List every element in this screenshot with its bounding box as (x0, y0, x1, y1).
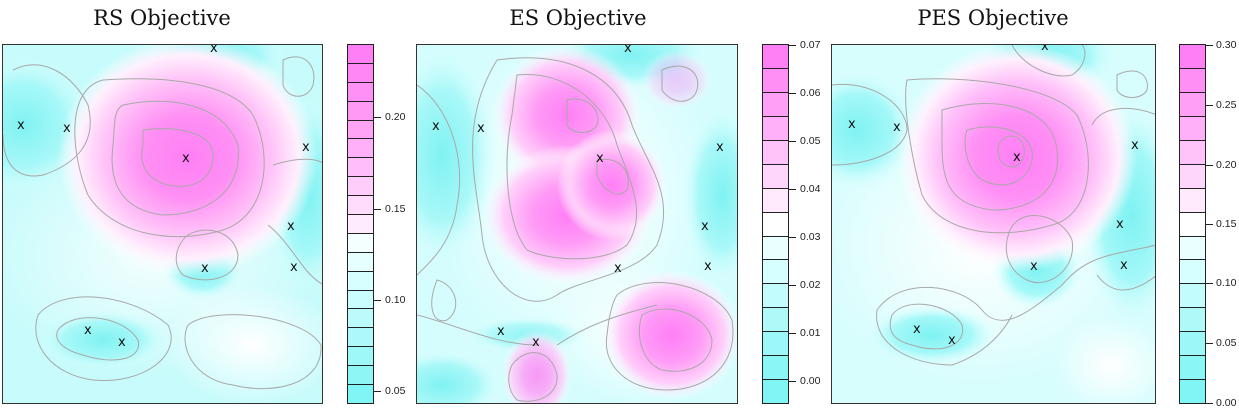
rs-tick (374, 300, 381, 301)
es-tick-label: 0.03 (800, 231, 821, 243)
pes-tick-label: 0.05 (1216, 337, 1237, 349)
pes-tick (1206, 45, 1213, 46)
es-tick (789, 93, 796, 94)
rs-heatmap-svg (3, 45, 322, 403)
marker-x: x (84, 323, 92, 338)
es-tick-label: 0.05 (800, 135, 821, 147)
marker-x: x (704, 259, 712, 274)
pes-heatmap: x x x x x x x x x x (831, 44, 1156, 404)
rs-tick-label: 0.05 (385, 385, 406, 397)
marker-x: x (532, 335, 540, 350)
pes-tick-label: 0.10 (1216, 277, 1237, 289)
marker-x: x (624, 44, 632, 56)
marker-x: x (17, 118, 25, 133)
es-colorbar (762, 44, 789, 404)
rs-tick-label: 0.20 (385, 111, 406, 123)
es-panel: ES Objective (416, 6, 821, 404)
marker-x: x (716, 140, 724, 155)
marker-x: x (1120, 258, 1128, 273)
pes-tick-label: 0.20 (1216, 159, 1237, 171)
marker-x: x (118, 335, 126, 350)
pes-tick-label: 0.30 (1216, 39, 1237, 51)
rs-markers: x x x x x x x x x x (3, 44, 322, 403)
es-tick (789, 45, 796, 46)
marker-x: x (477, 121, 485, 136)
marker-x: x (63, 121, 71, 136)
pes-tick-label: 0.00 (1216, 397, 1237, 409)
rs-tick (374, 391, 381, 392)
rs-panel: RS Objective (0, 0, 410, 408)
rs-tick (374, 209, 381, 210)
es-tick-label: 0.06 (800, 87, 821, 99)
marker-x: x (497, 324, 505, 339)
marker-x: x (1041, 44, 1049, 54)
rs-colorbar (347, 44, 374, 404)
rs-tick-label: 0.10 (385, 294, 406, 306)
es-tick-label: 0.01 (800, 327, 821, 339)
es-markers: x x x x x x x x x x (417, 44, 737, 403)
marker-x: x (210, 44, 218, 56)
marker-x: x (614, 261, 622, 276)
marker-x: x (287, 219, 295, 234)
rs-tick-label: 0.15 (385, 203, 406, 215)
rs-title: RS Objective (93, 6, 231, 30)
es-tick-label: 0.04 (800, 183, 821, 195)
marker-x: x (1013, 150, 1021, 165)
pes-tick-label: 0.25 (1216, 99, 1237, 111)
marker-x: x (893, 120, 901, 135)
es-tick (789, 285, 796, 286)
marker-x: x (848, 117, 856, 132)
marker-x: x (290, 260, 298, 275)
es-tick-label: 0.07 (800, 39, 821, 51)
marker-x: x (432, 119, 440, 134)
es-tick-label: 0.02 (800, 279, 821, 291)
pes-tick-label: 0.15 (1216, 218, 1237, 230)
es-tick-label: 0.00 (800, 375, 821, 387)
es-tick (789, 237, 796, 238)
rs-heatmap: x x x x x x x x x x (2, 44, 323, 404)
es-heatmap-svg (417, 45, 737, 403)
pes-tick (1206, 165, 1213, 166)
pes-markers: x x x x x x x x x x (832, 44, 1155, 403)
marker-x: x (1131, 138, 1139, 153)
pes-tick (1206, 283, 1213, 284)
marker-x: x (596, 151, 604, 166)
rs-tick (374, 117, 381, 118)
marker-x: x (182, 151, 190, 166)
pes-title: PES Objective (917, 6, 1069, 30)
pes-tick (1206, 403, 1213, 404)
marker-x: x (1116, 217, 1124, 232)
es-tick (789, 333, 796, 334)
marker-x: x (302, 140, 310, 155)
pes-tick (1206, 343, 1213, 344)
es-heatmap: x x x x x x x x x x (416, 44, 738, 404)
es-title: ES Objective (509, 6, 647, 30)
es-tick (789, 189, 796, 190)
marker-x: x (948, 333, 956, 348)
es-tick (789, 381, 796, 382)
marker-x: x (913, 322, 921, 337)
pes-tick (1206, 105, 1213, 106)
pes-heatmap-svg (832, 45, 1155, 403)
marker-x: x (1030, 259, 1038, 274)
marker-x: x (701, 219, 709, 234)
es-tick (789, 141, 796, 142)
pes-tick (1206, 224, 1213, 225)
marker-x: x (201, 261, 209, 276)
pes-colorbar (1179, 44, 1206, 404)
